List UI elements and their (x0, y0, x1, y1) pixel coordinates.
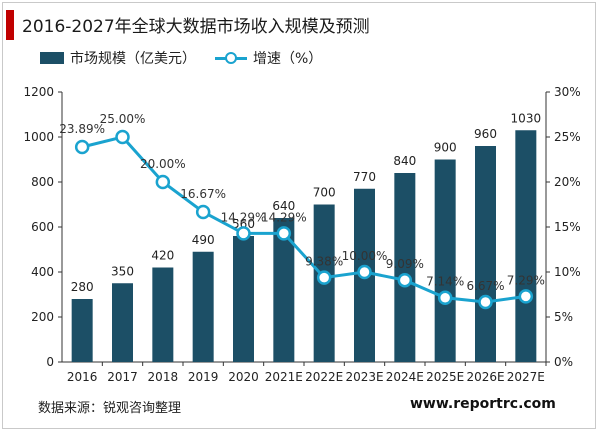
bar-value-label: 840 (393, 154, 416, 168)
x-tick-label: 2027E (507, 370, 545, 384)
y-right-tick-label: 0% (554, 355, 573, 369)
y-left-tick-label: 200 (31, 310, 54, 324)
x-tick-label: 2016 (67, 370, 98, 384)
bar (112, 283, 133, 362)
growth-value-label: 9.38% (305, 255, 343, 269)
legend-line-swatch (215, 52, 247, 64)
y-right-tick-label: 25% (554, 130, 581, 144)
growth-point (276, 226, 292, 241)
growth-value-label: 7.29% (507, 273, 545, 287)
x-tick-label: 2023E (345, 370, 383, 384)
growth-value-label: 16.67% (180, 187, 226, 201)
growth-value-label: 14.29% (261, 210, 307, 224)
bar (434, 159, 456, 362)
growth-point (316, 270, 332, 285)
bar-value-label: 960 (474, 127, 497, 141)
x-tick-label: 2017 (107, 370, 138, 384)
y-left-tick-label: 1200 (23, 85, 54, 99)
growth-point (155, 174, 171, 190)
growth-point (74, 139, 90, 155)
bar (475, 146, 496, 362)
bar (71, 299, 93, 362)
x-tick-label: 2022E (305, 370, 343, 384)
growth-value-label: 14.29% (221, 210, 267, 224)
title-accent-bar (6, 10, 14, 40)
bar-value-label: 1030 (511, 111, 542, 125)
y-right-tick-label: 10% (554, 265, 581, 279)
x-tick-label: 2020 (228, 370, 259, 384)
growth-value-label: 6.67% (466, 279, 504, 293)
bar-value-label: 490 (192, 233, 215, 247)
bar (273, 218, 295, 362)
growth-value-label: 20.00% (140, 157, 186, 171)
growth-point (478, 294, 493, 310)
growth-point (236, 226, 251, 241)
y-right-tick-label: 15% (554, 220, 581, 234)
bar-value-label: 700 (313, 186, 336, 200)
growth-point (195, 204, 211, 220)
bar-value-label: 640 (272, 199, 295, 213)
y-left-tick-label: 800 (31, 175, 54, 189)
bar (192, 251, 214, 362)
growth-value-label: 9.09% (386, 257, 424, 271)
x-tick-label: 2021E (265, 370, 303, 384)
growth-value-label: 7.14% (426, 275, 464, 289)
source-note: 数据来源：锐观咨询整理 (38, 401, 182, 416)
growth-point (518, 289, 534, 304)
growth-value-label: 10.00% (342, 249, 388, 263)
growth-point (437, 290, 453, 305)
legend-line-label: 增速（%） (253, 51, 323, 67)
chart-title: 2016-2027年全球大数据市场收入规模及预测 (22, 17, 370, 37)
legend-item-line: 增速（%） (215, 48, 322, 68)
x-tick-label: 2019 (188, 370, 219, 384)
bar-value-label: 900 (434, 141, 457, 155)
legend-bar-swatch (40, 52, 64, 64)
growth-value-label: 23.89% (59, 122, 105, 136)
bar (394, 173, 416, 362)
bar (515, 130, 537, 362)
growth-value-label: 25.00% (100, 112, 146, 126)
y-left-tick-label: 600 (31, 220, 54, 234)
y-right-tick-label: 20% (554, 175, 581, 189)
bar-value-label: 420 (151, 249, 174, 263)
y-right-tick-label: 5% (554, 310, 573, 324)
y-left-tick-label: 400 (31, 265, 54, 279)
growth-point (357, 264, 372, 280)
y-left-tick-label: 0 (46, 355, 54, 369)
legend-bar-label: 市场规模（亿美元） (70, 51, 196, 67)
chart-frame (2, 2, 596, 429)
bar-value-label: 350 (111, 264, 134, 278)
x-tick-label: 2026E (466, 370, 504, 384)
bar-value-label: 560 (232, 217, 255, 231)
bar-value-label: 280 (71, 280, 94, 294)
growth-point (397, 272, 413, 288)
bar (233, 236, 254, 362)
legend-item-bar: 市场规模（亿美元） (40, 48, 196, 68)
bar (152, 267, 174, 362)
growth-point (115, 129, 130, 145)
y-right-tick-label: 30% (554, 85, 581, 99)
bar-value-label: 770 (353, 170, 376, 184)
x-tick-label: 2025E (426, 370, 464, 384)
x-tick-label: 2024E (386, 370, 424, 384)
x-tick-label: 2018 (148, 370, 179, 384)
y-left-tick-label: 1000 (23, 130, 54, 144)
website-label: www.reportrc.com (410, 396, 556, 412)
